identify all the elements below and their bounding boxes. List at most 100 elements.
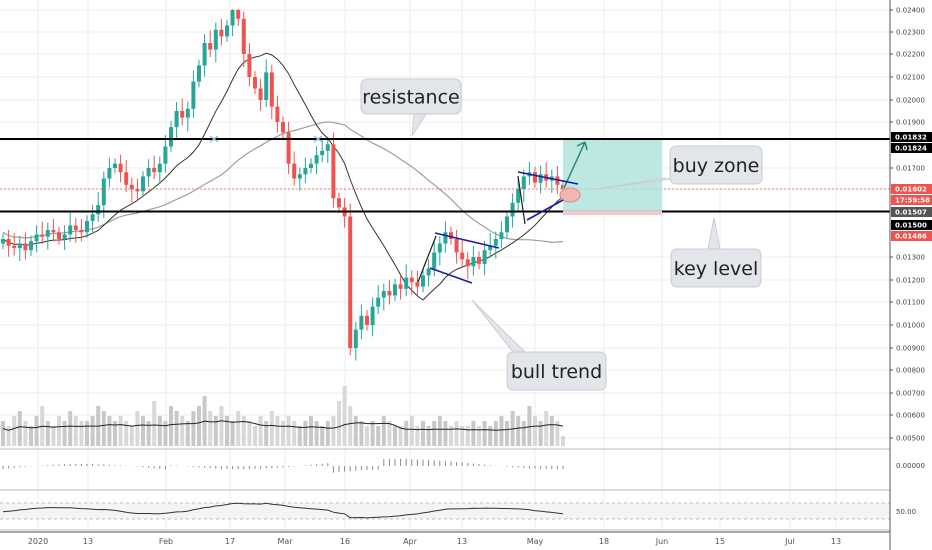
price-tick-label-1: 0.02300 [896, 29, 925, 37]
candle-body-12 [68, 225, 73, 235]
price-tag-label-0: 0.01832 [895, 134, 927, 142]
price-tag-bg-2 [891, 184, 932, 194]
candle-body-91 [510, 202, 515, 217]
candle-body-19 [107, 168, 112, 179]
rsi-band [0, 503, 890, 519]
volume-bar-38 [213, 416, 218, 446]
candle-body-17 [96, 205, 101, 215]
volume-bar-56 [314, 421, 319, 446]
volume-bar-45 [253, 426, 257, 446]
volume-bar-20 [113, 421, 117, 446]
price-tag-label-6: 0.01486 [895, 233, 927, 241]
volume-bar-44 [247, 421, 252, 446]
candle-body-13 [73, 225, 78, 230]
volume-bar-21 [118, 416, 123, 446]
price-tick-label-4: 0.02000 [896, 97, 925, 105]
price-tag-label-4: 0.01507 [895, 209, 927, 217]
volume-bar-4 [23, 421, 28, 446]
volume-bar-90 [505, 421, 509, 446]
volume-bar-18 [101, 411, 106, 446]
volume-bar-54 [303, 421, 308, 446]
price-tick-label-5: 0.01900 [896, 119, 925, 127]
candle-body-86 [482, 250, 487, 264]
candle-body-77 [432, 252, 437, 269]
price-tag-label-1: 0.01824 [895, 145, 927, 153]
candle-body-56 [314, 155, 319, 164]
candle-body-2 [12, 245, 17, 248]
volume-bar-99 [555, 421, 560, 446]
volume-bar-61 [342, 386, 347, 446]
callout-pointer-3 [471, 299, 526, 353]
volume-bar-37 [208, 411, 213, 446]
volume-bar-24 [135, 411, 140, 446]
time-tick-label-2: Feb [159, 537, 173, 546]
candle-body-15 [85, 221, 89, 233]
volume-bar-94 [527, 406, 532, 446]
candle-body-9 [51, 230, 56, 233]
volume-bar-52 [292, 421, 297, 446]
volume-bar-9 [51, 426, 56, 446]
candle-body-25 [141, 176, 145, 192]
candle-body-96 [538, 174, 543, 183]
volume-bar-19 [107, 416, 112, 446]
volume-bar-50 [281, 421, 285, 446]
candle-body-29 [163, 146, 168, 164]
volume-bar-51 [286, 416, 291, 446]
time-tick-label-4: Mar [277, 537, 293, 546]
candle-body-66 [370, 306, 375, 325]
candle-body-69 [387, 291, 392, 296]
candle-body-54 [303, 168, 308, 175]
volume-bar-73 [409, 416, 414, 446]
candle-body-33 [185, 108, 190, 118]
time-tick-label-6: Apr [403, 537, 418, 546]
candle-body-63 [353, 329, 358, 348]
price-tick-label-6: 0.01700 [896, 165, 925, 173]
candle-body-67 [376, 297, 381, 307]
volume-bar-66 [370, 421, 375, 446]
volume-bar-64 [359, 421, 364, 446]
callout-box-1 [669, 145, 763, 185]
candle-body-37 [208, 43, 213, 50]
volume-bar-80 [449, 426, 453, 446]
volume-bar-30 [169, 406, 173, 446]
candle-body-7 [40, 234, 45, 237]
candle-body-76 [426, 268, 431, 276]
price-tag-bg-4 [891, 207, 932, 217]
volume-bar-71 [398, 426, 403, 446]
candle-body-21 [118, 163, 123, 173]
callout-text-0: resistance [362, 87, 459, 109]
candle-body-58 [325, 144, 330, 151]
candle-body-20 [113, 163, 117, 168]
volume-bar-2 [12, 416, 17, 446]
callout-box-2 [670, 248, 762, 288]
candle-body-59 [331, 144, 336, 199]
volume-bar-76 [426, 426, 431, 446]
rsi-line [2, 502, 564, 519]
price-tick-label-0: 0.02400 [896, 7, 925, 15]
callout-text-2: key level [674, 258, 758, 280]
candle-body-68 [381, 291, 386, 298]
volume-bar-27 [152, 401, 157, 446]
price-tick-label-13: 0.00700 [896, 390, 925, 398]
candle-body-24 [135, 189, 140, 192]
volume-bar-59 [331, 416, 336, 446]
volume-bar-93 [521, 421, 526, 446]
callout-text-3: bull trend [511, 361, 602, 383]
volume-bar-60 [337, 401, 341, 446]
time-tick-label-0: 2020 [28, 537, 48, 546]
price-tick-label-14: 0.00600 [896, 412, 925, 420]
candle-body-79 [443, 232, 448, 244]
flag-channel [429, 232, 500, 284]
candle-body-51 [286, 132, 291, 164]
candle-body-82 [460, 252, 465, 260]
candle-body-22 [124, 172, 129, 185]
price-tick-label-15: 0.00500 [896, 435, 925, 443]
volume-bar-78 [437, 416, 442, 446]
volume-ma-line [2, 420, 564, 431]
osc-tick-label: 0.00000 [896, 462, 925, 470]
price-tag-bg-1 [891, 143, 932, 153]
candle-body-57 [320, 150, 325, 156]
volume-bar-88 [493, 421, 498, 446]
candle-body-80 [449, 232, 453, 239]
